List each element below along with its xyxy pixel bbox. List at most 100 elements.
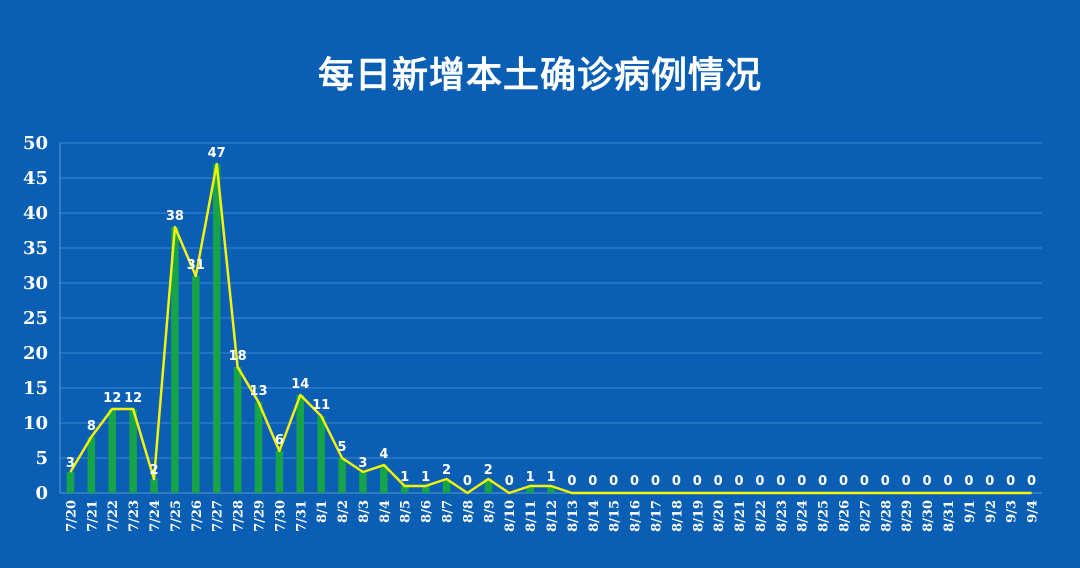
bar	[526, 486, 534, 493]
x-tick-label: 8/18	[670, 500, 685, 532]
x-tick-label: 8/10	[503, 500, 518, 532]
x-tick-label: 8/29	[900, 500, 915, 532]
x-tick-label: 8/26	[838, 500, 853, 532]
data-label: 3	[358, 456, 367, 471]
x-tick-label: 7/29	[252, 500, 267, 532]
x-tick-label: 7/20	[64, 500, 79, 532]
bar	[212, 164, 221, 493]
bar	[400, 486, 409, 493]
x-tick-label: 8/14	[587, 500, 602, 532]
x-tick-label: 7/24	[148, 500, 163, 532]
y-tick-label: 45	[23, 168, 48, 189]
bar	[442, 479, 451, 493]
data-label: 0	[818, 474, 827, 489]
data-label: 2	[484, 463, 493, 478]
data-label: 2	[149, 463, 158, 478]
y-tick-label: 50	[23, 133, 48, 154]
x-tick-label: 8/31	[942, 500, 957, 532]
bar	[484, 479, 493, 493]
x-tick-label: 8/22	[754, 500, 769, 532]
bar	[421, 486, 430, 493]
data-label: 0	[735, 474, 744, 489]
x-tick-label: 8/9	[482, 500, 497, 523]
x-tick-label: 8/1	[315, 500, 330, 523]
data-label: 0	[505, 474, 514, 489]
data-label: 47	[208, 146, 226, 161]
data-label: 18	[229, 349, 247, 364]
data-label: 0	[923, 474, 932, 489]
x-tick-label: 8/30	[921, 500, 936, 532]
data-label: 2	[442, 463, 451, 478]
bar	[87, 437, 96, 493]
data-label: 0	[630, 474, 639, 489]
bar	[380, 465, 388, 493]
data-label: 38	[166, 209, 184, 224]
y-tick-label: 20	[23, 343, 48, 364]
x-tick-label: 8/23	[775, 500, 790, 532]
y-tick-label: 30	[23, 273, 48, 294]
x-tick-label: 8/19	[691, 500, 706, 532]
y-tick-label: 15	[23, 378, 48, 399]
data-label: 0	[755, 474, 764, 489]
data-label: 0	[463, 474, 472, 489]
chart-title: 每日新增本土确诊病例情况	[317, 55, 762, 96]
y-tick-label: 25	[23, 308, 48, 329]
x-tick-label: 8/2	[336, 500, 351, 523]
y-tick-label: 10	[23, 413, 48, 434]
data-label: 0	[797, 474, 806, 489]
bar	[317, 416, 325, 493]
data-label: 11	[312, 398, 330, 413]
data-label: 0	[839, 474, 848, 489]
bar	[254, 402, 263, 493]
x-tick-label: 8/24	[796, 500, 811, 532]
bar	[275, 451, 284, 493]
data-label: 0	[902, 474, 911, 489]
data-label: 31	[187, 258, 205, 273]
bar	[359, 472, 367, 493]
data-label: 0	[860, 474, 869, 489]
data-label: 0	[714, 474, 723, 489]
data-label: 0	[964, 474, 973, 489]
x-tick-label: 8/12	[545, 500, 560, 532]
x-tick-label: 9/1	[963, 500, 978, 523]
series-line	[69, 162, 1032, 495]
data-label: 0	[651, 474, 660, 489]
bar	[296, 395, 305, 493]
data-label: 0	[588, 474, 597, 489]
x-tick-label: 7/25	[169, 500, 184, 532]
data-label: 1	[546, 470, 555, 485]
x-tick-label: 7/31	[294, 500, 309, 532]
x-tick-label: 7/28	[232, 500, 247, 532]
y-tick-label: 35	[23, 238, 48, 259]
x-tick-label: 7/30	[273, 500, 288, 532]
x-tick-label: 8/7	[441, 500, 456, 523]
data-label: 0	[1027, 474, 1036, 489]
y-tick-label: 40	[23, 203, 48, 224]
x-tick-label: 7/22	[106, 500, 121, 532]
data-label: 14	[291, 377, 309, 392]
x-tick-label: 8/15	[608, 500, 623, 532]
x-tick-label: 8/27	[858, 500, 873, 532]
bar	[547, 486, 555, 493]
x-tick-label: 8/28	[879, 500, 894, 532]
x-tick-label: 7/27	[211, 500, 226, 532]
data-label: 1	[421, 470, 430, 485]
x-tick-label: 8/5	[399, 500, 414, 523]
x-tick-label: 7/21	[85, 500, 100, 532]
x-tick-label: 8/21	[733, 500, 748, 532]
x-tick-label: 7/26	[190, 500, 205, 532]
bar	[338, 458, 346, 493]
bar	[171, 227, 179, 493]
data-label: 13	[249, 384, 267, 399]
x-tick-label: 8/8	[461, 500, 476, 523]
x-tick-label: 8/4	[378, 500, 393, 523]
data-label: 12	[103, 391, 121, 406]
data-label: 0	[881, 474, 890, 489]
x-tick-label: 9/3	[1005, 500, 1020, 523]
bar	[108, 409, 116, 493]
data-label: 0	[567, 474, 576, 489]
data-label: 0	[672, 474, 681, 489]
data-label: 1	[400, 470, 409, 485]
x-tick-label: 8/11	[524, 500, 539, 532]
